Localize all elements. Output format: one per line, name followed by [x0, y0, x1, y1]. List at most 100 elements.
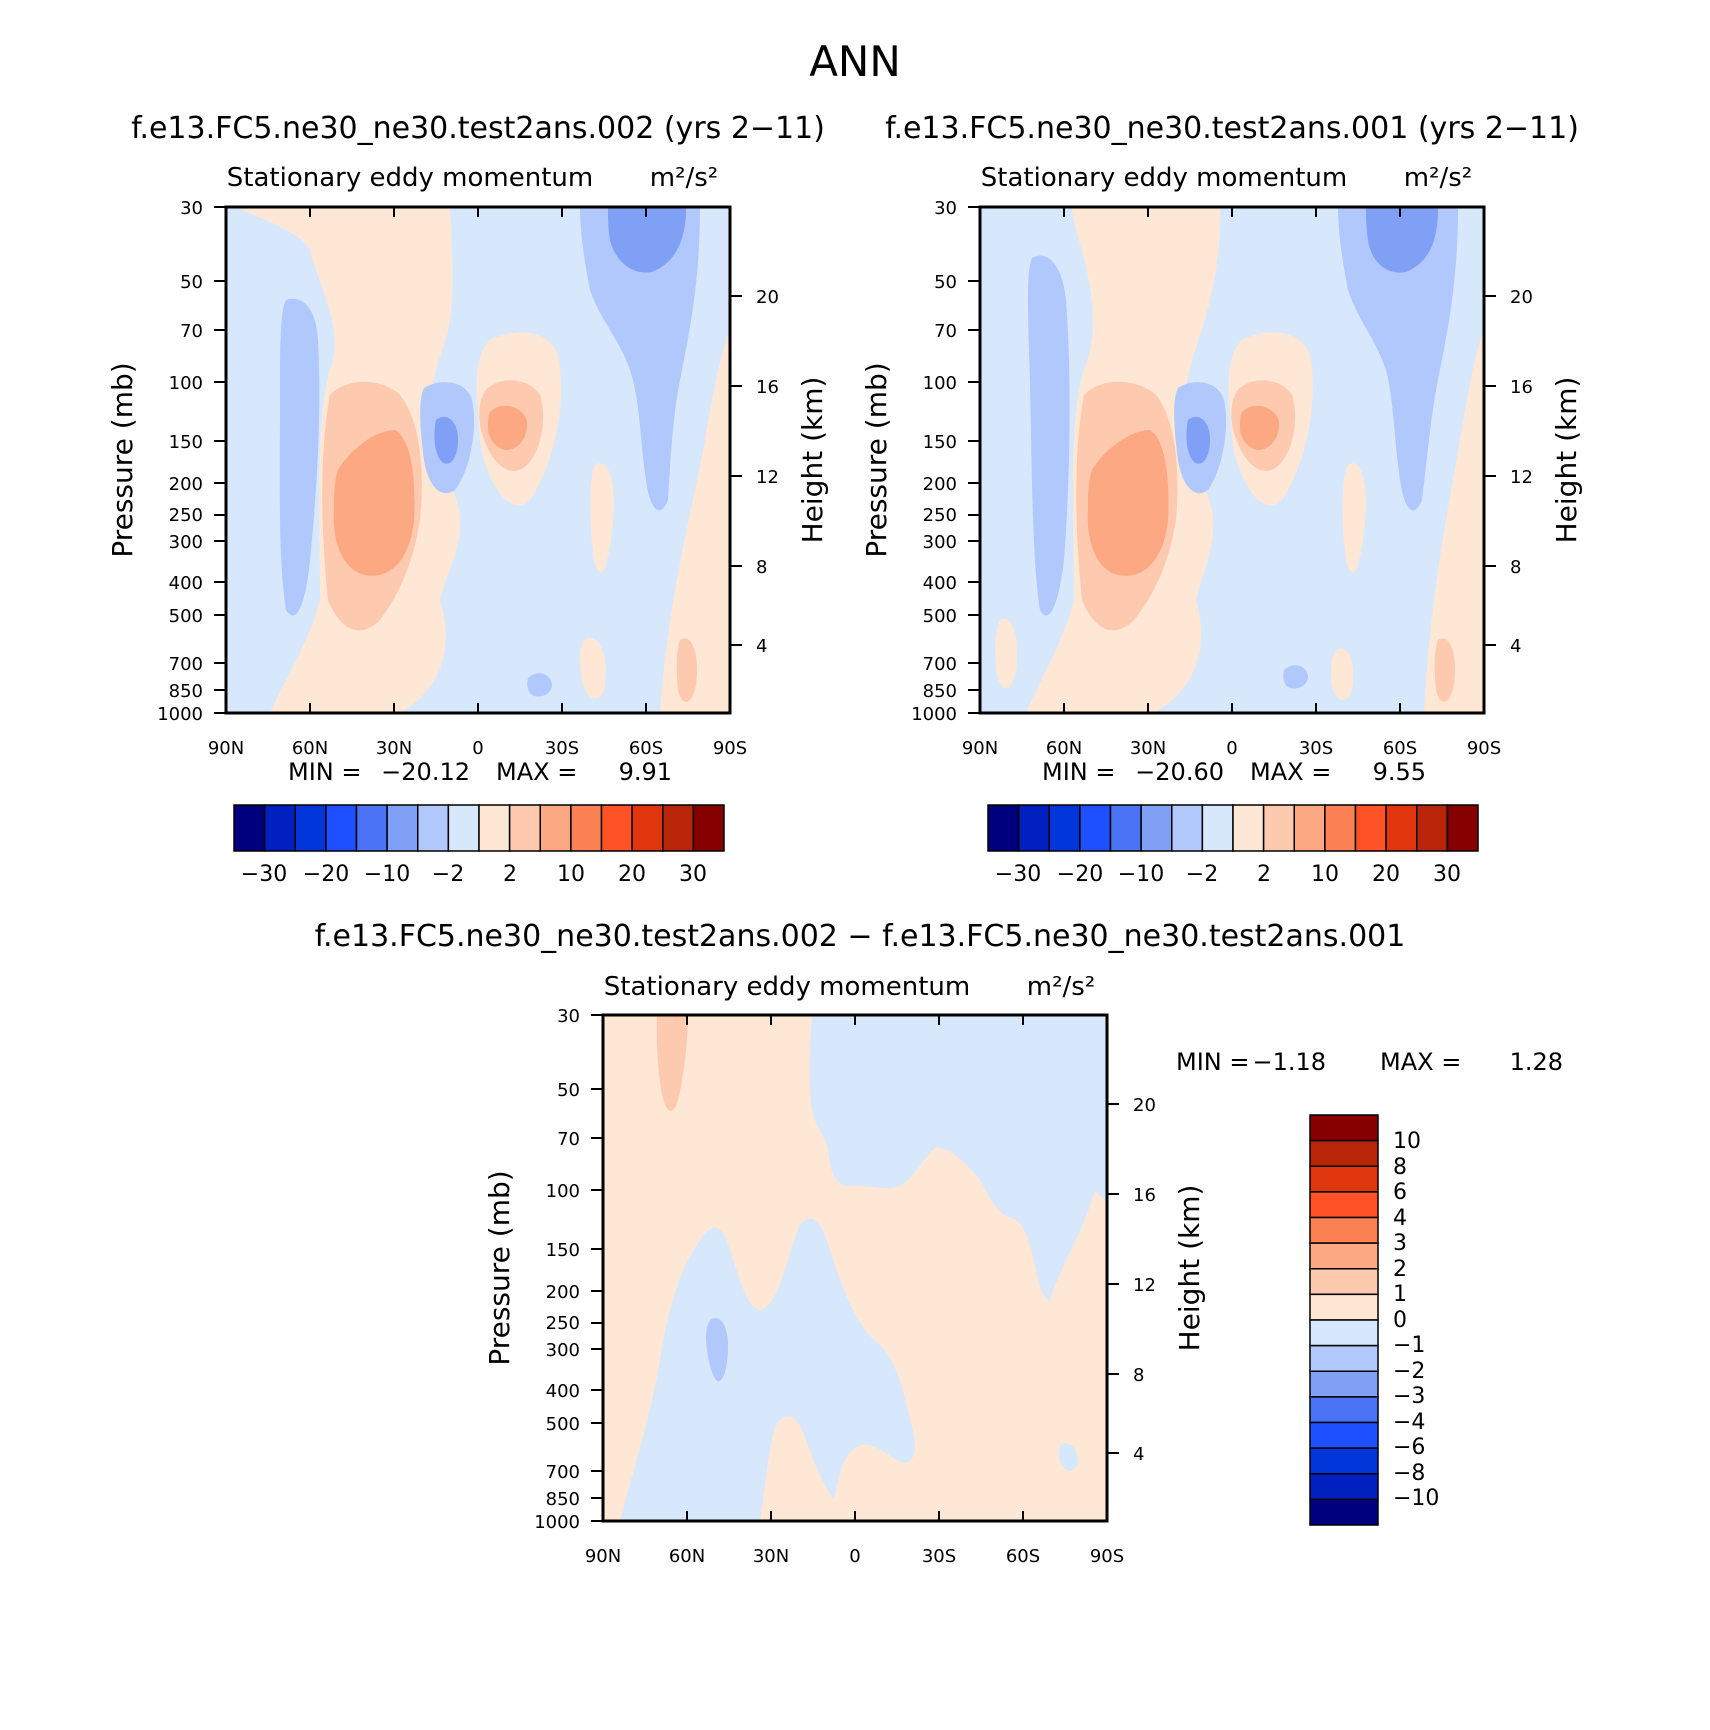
colorbar-swatch — [570, 804, 603, 852]
colorbar-label: −6 — [1393, 1435, 1425, 1460]
colorbar-swatch — [1048, 804, 1081, 852]
colorbar-swatch — [1309, 1216, 1379, 1244]
height-tick-labels: 4 8 12 16 20 — [1510, 287, 1533, 657]
p-tick-label: 850 — [923, 681, 957, 702]
p-tick-label: 50 — [557, 1080, 580, 1101]
colorbar-label: 1 — [1393, 1282, 1407, 1307]
colorbar-labels: 10 8 6 4 3 2 1 0 −1 −2 −3 −4 −6 −8 −10 — [1393, 1129, 1439, 1511]
colorbar-label: −1 — [1393, 1333, 1425, 1358]
x-tick-label: 30S — [1299, 738, 1333, 759]
colorbar-swatch — [600, 804, 633, 852]
colorbar-label: −30 — [995, 862, 1041, 887]
max-label: MAX = — [1250, 758, 1331, 786]
colorbar-swatch — [1309, 1473, 1379, 1501]
pressure-tick-labels: 30 50 70 100 150 200 250 300 400 500 700… — [534, 1006, 580, 1533]
colorbar-swatch — [1309, 1421, 1379, 1449]
y-axis-label: Pressure (mb) — [860, 362, 893, 557]
colorbar-label: −10 — [1118, 862, 1164, 887]
colorbar-swatch — [1309, 1319, 1379, 1347]
y-axis-label: Pressure (mb) — [483, 1170, 516, 1365]
p-tick-label: 1000 — [157, 704, 203, 725]
colorbar-swatch — [1354, 804, 1387, 852]
colorbar-swatch — [417, 804, 450, 852]
colorbar-swatch — [1109, 804, 1142, 852]
p-tick-label: 100 — [169, 373, 203, 394]
contour-neg-1-center — [620, 1218, 915, 1521]
colorbar-label: −20 — [303, 862, 349, 887]
colorbar-label: −20 — [1057, 862, 1103, 887]
contour-field — [980, 207, 1484, 713]
p-tick-label: 30 — [557, 1006, 580, 1027]
colorbar-label: −10 — [1393, 1486, 1439, 1511]
colorbar-swatch — [1309, 1268, 1379, 1296]
h-tick-label: 8 — [1133, 1365, 1144, 1386]
contour-neg-1-sfc — [1058, 1442, 1078, 1471]
h-tick-label: 12 — [756, 467, 779, 488]
colorbar-swatch — [662, 804, 695, 852]
colorbar-swatch — [1232, 804, 1265, 852]
colorbar-swatch — [1262, 804, 1295, 852]
colorbar-swatch — [1385, 804, 1418, 852]
colorbar-swatch — [1309, 1293, 1379, 1321]
case-title: f.e13.FC5.ne30_ne30.test2ans.002 (yrs 2−… — [131, 111, 825, 146]
colorbar-label: 0 — [1393, 1308, 1407, 1333]
colorbar-label: 30 — [1433, 862, 1461, 887]
x-tick-labels: 90N 60N 30N 0 30S 60S 90S — [962, 738, 1501, 759]
colorbar-label: −10 — [364, 862, 410, 887]
contour-field — [603, 1015, 1107, 1521]
colorbar-swatch — [987, 804, 1020, 852]
x-tick-label: 90S — [1090, 1546, 1124, 1567]
min-max-readout: MIN = −1.18 MAX = 1.28 — [1176, 1048, 1563, 1076]
p-tick-label: 400 — [169, 573, 203, 594]
colorbar-label: 8 — [1393, 1155, 1407, 1180]
p-tick-label: 150 — [546, 1240, 580, 1261]
p-tick-label: 1000 — [534, 1512, 580, 1533]
h-tick-label: 12 — [1510, 467, 1533, 488]
colorbar-label: 2 — [1257, 862, 1271, 887]
max-value: 9.91 — [619, 758, 672, 786]
contour-neg-3-sh — [1366, 207, 1438, 273]
colorbar-swatch — [1293, 804, 1326, 852]
colorbar — [233, 804, 725, 852]
case-title: f.e13.FC5.ne30_ne30.test2ans.002 − f.e13… — [315, 919, 1406, 954]
height-tick-labels: 4 8 12 16 20 — [1133, 1095, 1156, 1465]
contour-pos-3-nh — [333, 430, 415, 576]
contour-pos-2-sfc — [676, 638, 698, 702]
colorbar-label: −8 — [1393, 1461, 1425, 1486]
h-tick-label: 12 — [1133, 1275, 1156, 1296]
contour-neg-1-upper — [809, 1015, 1107, 1300]
p-tick-label: 70 — [180, 321, 203, 342]
max-label: MAX = — [1380, 1048, 1461, 1076]
colorbar-swatch — [1416, 804, 1449, 852]
p-tick-label: 300 — [546, 1340, 580, 1361]
x-tick-label: 60S — [629, 738, 663, 759]
colorbar-label: −30 — [241, 862, 287, 887]
plot-title: Stationary eddy momentum — [227, 163, 593, 193]
p-tick-label: 850 — [546, 1489, 580, 1510]
colorbar-swatch — [386, 804, 419, 852]
p-tick-label: 300 — [923, 532, 957, 553]
p-tick-label: 250 — [546, 1313, 580, 1334]
colorbar-swatch — [1140, 804, 1173, 852]
x-tick-labels: 90N 60N 30N 0 30S 60S 90S — [208, 738, 747, 759]
colorbar-label: 10 — [1393, 1129, 1421, 1154]
p-tick-label: 500 — [923, 606, 957, 627]
p-tick-label: 70 — [557, 1129, 580, 1150]
contour-positive-sfc — [1330, 648, 1354, 701]
x-tick-label: 30S — [922, 1546, 956, 1567]
colorbar-label: −2 — [432, 862, 464, 887]
contour-neg-2-sfc — [1283, 665, 1308, 689]
x-tick-label: 0 — [1226, 738, 1237, 759]
x-tick-label: 30S — [545, 738, 579, 759]
colorbar-swatch — [539, 804, 572, 852]
p-tick-label: 200 — [546, 1282, 580, 1303]
panel-test: f.e13.FC5.ne30_ne30.test2ans.002 (yrs 2−… — [106, 111, 829, 887]
colorbar-label: 20 — [618, 862, 646, 887]
h-tick-label: 4 — [1133, 1444, 1144, 1465]
contour-positive-nh-sfc — [995, 618, 1018, 688]
x-tick-label: 0 — [849, 1546, 860, 1567]
min-value: −20.60 — [1135, 758, 1224, 786]
colorbar-swatch — [1079, 804, 1112, 852]
p-tick-label: 300 — [169, 532, 203, 553]
colorbar — [987, 804, 1479, 852]
